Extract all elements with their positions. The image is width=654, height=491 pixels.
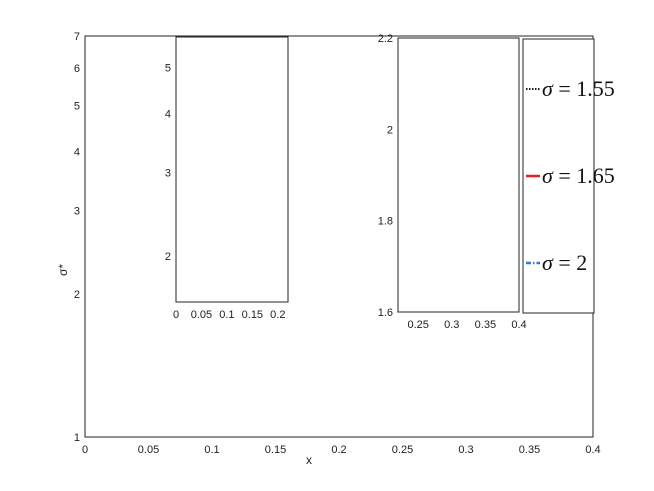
main-x-tick-label: 0.35	[519, 444, 540, 456]
main-y-tick-label: 1	[74, 432, 80, 444]
inset-left-y-tick-label: 3	[165, 168, 171, 180]
inset-right-x-tick-label: 0.35	[475, 319, 496, 331]
inset-left-y-tick-label: 5	[165, 63, 171, 75]
main-x-tick-label: 0.05	[138, 444, 159, 456]
inset-left-x-tick-label: 0.05	[191, 309, 212, 321]
main-x-tick-label: 0.2	[331, 444, 346, 456]
inset-right-y-tick-label: 2	[387, 124, 393, 136]
inset-left-frame-border	[176, 37, 288, 302]
inset-left-x-tick-label: 0.2	[270, 309, 285, 321]
x-axis-label: x	[306, 453, 312, 467]
inset-right-frame-border	[398, 38, 519, 312]
main-y-tick-label: 4	[74, 146, 80, 158]
inset-right-axes: 0.25 0.3 0.35 0.4 1.6 1.8 2 2.2	[378, 33, 527, 331]
main-y-tick-label: 6	[74, 63, 80, 75]
inset-left-x-tick-label: 0	[173, 309, 179, 321]
legend-label-2: = 1.65	[553, 163, 615, 188]
legend-label-3: = 2	[553, 250, 587, 275]
legend-label-1: = 1.55	[553, 76, 615, 101]
y-axis-label: σ*	[56, 264, 70, 276]
svg-text:σ = 2: σ = 2	[542, 250, 587, 275]
inset-right-y-tick-label: 1.8	[378, 216, 393, 228]
inset-left-x-tick-label: 0.15	[242, 309, 263, 321]
inset-right-x-tick-label: 0.3	[444, 319, 459, 331]
svg-text:σ = 1.55: σ = 1.55	[542, 76, 615, 101]
main-x-tick-label: 0	[82, 444, 88, 456]
main-y-tick-label: 3	[74, 206, 80, 218]
svg-text:σ = 1.65: σ = 1.65	[542, 163, 615, 188]
inset-left-x-tick-label: 0.1	[219, 309, 234, 321]
inset-right-x-tick-label: 0.25	[407, 319, 428, 331]
main-x-tick-label: 0.4	[585, 444, 600, 456]
main-y-tick-label: 5	[74, 100, 80, 112]
inset-left-y-tick-label: 4	[165, 108, 171, 120]
main-x-tick-label: 0.1	[204, 444, 219, 456]
main-x-tick-label: 0.15	[265, 444, 286, 456]
main-y-tick-label: 2	[74, 289, 80, 301]
inset-left-y-tick-label: 2	[165, 251, 171, 263]
inset-right-x-tick-label: 0.4	[511, 319, 526, 331]
main-y-tick-label: 7	[74, 31, 80, 43]
main-x-tick-label: 0.3	[458, 444, 473, 456]
inset-right-y-tick-label: 2.2	[378, 33, 393, 45]
inset-right-y-tick-label: 1.6	[378, 307, 393, 319]
main-x-tick-label: 0.25	[392, 444, 413, 456]
